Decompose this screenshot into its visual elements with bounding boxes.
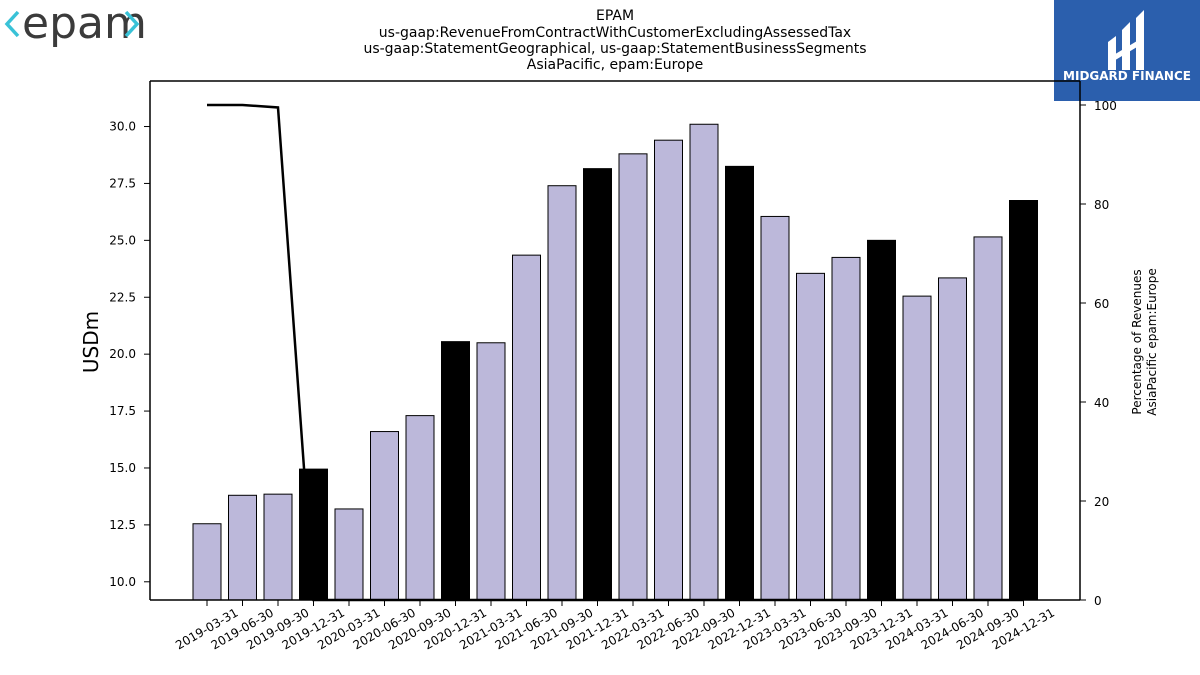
epam-logo-text: epam bbox=[22, 0, 147, 49]
bar-2020-06-30 bbox=[370, 431, 399, 601]
bar-2022-06-30 bbox=[654, 139, 683, 601]
bar-2021-12-31 bbox=[583, 168, 612, 601]
bar-2023-12-31 bbox=[867, 239, 896, 601]
y-tick-label: 20.0 bbox=[109, 347, 136, 361]
y2-tick-label: 20 bbox=[1094, 495, 1109, 509]
title-line-4: AsiaPacific, epam:Europe bbox=[527, 57, 703, 73]
bar-2019-12-31 bbox=[299, 468, 328, 601]
y2-tick-label: 100 bbox=[1094, 99, 1117, 113]
chart-title: EPAM us-gaap:RevenueFromContractWithCust… bbox=[363, 8, 866, 73]
bar-2023-06-30 bbox=[796, 272, 825, 601]
bar-2024-12-31 bbox=[1009, 200, 1038, 601]
y2-tick-label: 40 bbox=[1094, 396, 1109, 410]
bar-2024-06-30 bbox=[938, 277, 967, 601]
bars-group bbox=[192, 123, 1038, 601]
bar-2019-09-30 bbox=[263, 493, 293, 601]
y-tick-label: 10.0 bbox=[109, 575, 136, 589]
y-tick-label: 25.0 bbox=[109, 233, 136, 247]
midgard-emblem-icon bbox=[1108, 10, 1144, 70]
bar-2021-03-31 bbox=[476, 342, 506, 601]
y-tick-label: 22.5 bbox=[109, 290, 136, 304]
midgard-logo-text: MIDGARD FINANCE bbox=[1063, 69, 1191, 83]
title-line-2: us-gaap:RevenueFromContractWithCustomerE… bbox=[379, 25, 851, 41]
y2-tick-label: 60 bbox=[1094, 297, 1109, 311]
bar-2020-03-31 bbox=[334, 508, 364, 601]
title-line-1: EPAM bbox=[596, 8, 634, 24]
y2-axis-label-line-2: AsiaPacific epam:Europe bbox=[1145, 268, 1159, 415]
y2-axis-label: Percentage of Revenues AsiaPacific epam:… bbox=[1130, 268, 1159, 415]
epam-left-bracket bbox=[4, 10, 20, 38]
line-series-group bbox=[207, 103, 1024, 602]
y-tick-label: 15.0 bbox=[109, 461, 136, 475]
bar-2024-03-31 bbox=[902, 295, 932, 601]
y-axis-label: USDm bbox=[79, 311, 103, 373]
bar-2023-09-30 bbox=[831, 256, 861, 601]
bar-2021-06-30 bbox=[512, 254, 541, 601]
bar-2022-12-31 bbox=[725, 165, 754, 601]
bar-2019-03-31 bbox=[192, 523, 222, 601]
y-tick-label: 17.5 bbox=[109, 404, 136, 418]
bar-2021-09-30 bbox=[547, 185, 577, 601]
y-tick-label: 12.5 bbox=[109, 518, 136, 532]
y2-tick-label: 0 bbox=[1094, 594, 1102, 608]
y-tick-label: 30.0 bbox=[109, 120, 136, 134]
bar-2019-06-30 bbox=[228, 494, 257, 601]
y-tick-label: 27.5 bbox=[109, 176, 136, 190]
epam-logo: epam bbox=[4, 0, 147, 49]
percentage-line bbox=[207, 103, 1024, 602]
bar-2020-09-30 bbox=[405, 415, 435, 601]
bar-2022-03-31 bbox=[618, 153, 648, 601]
midgard-finance-logo: MIDGARD FINANCE bbox=[1054, 0, 1200, 101]
y2-axis-label-line-1: Percentage of Revenues bbox=[1130, 269, 1144, 414]
bar-2020-12-31 bbox=[441, 341, 470, 601]
title-line-3: us-gaap:StatementGeographical, us-gaap:S… bbox=[363, 41, 866, 57]
bar-2024-09-30 bbox=[973, 236, 1003, 601]
bar-2022-09-30 bbox=[689, 123, 719, 601]
bar-2023-03-31 bbox=[760, 215, 790, 601]
y2-tick-label: 80 bbox=[1094, 198, 1109, 212]
epam-right-bracket bbox=[124, 10, 140, 38]
